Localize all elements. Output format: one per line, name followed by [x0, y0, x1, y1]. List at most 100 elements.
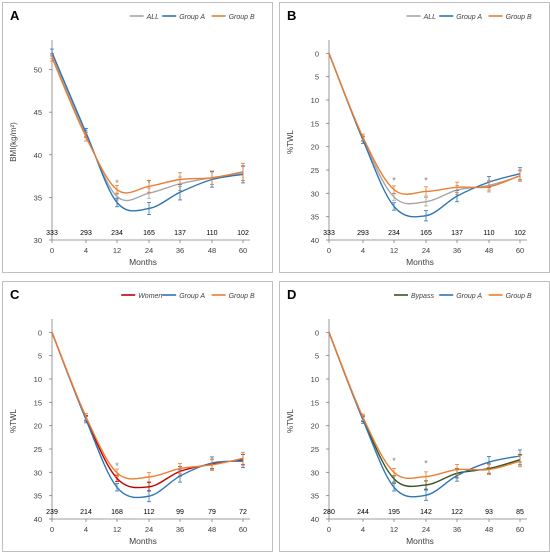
- sample-size-label: 165: [143, 230, 155, 237]
- error-bar-group-a: [424, 210, 428, 222]
- significance-marker: *: [392, 176, 396, 186]
- y-tick-label: 10: [34, 375, 42, 384]
- legend-label: Group A: [456, 14, 482, 21]
- x-tick-label: 12: [390, 246, 398, 255]
- legend-item-all: ALL: [406, 14, 437, 21]
- y-tick-label: 30: [311, 468, 319, 477]
- sample-size-label: 293: [357, 230, 369, 237]
- y-tick-label: 40: [34, 515, 42, 524]
- y-tick-label: 20: [34, 422, 42, 431]
- y-axis-label: %TWL: [9, 408, 18, 433]
- error-bar-group-b: [518, 455, 522, 468]
- error-bar-group-b: [241, 451, 245, 465]
- sample-size-label: 93: [485, 509, 493, 516]
- legend-item-group-a: Group A: [439, 14, 482, 21]
- legend-label: Women: [138, 293, 162, 300]
- error-bar-group-a: [147, 202, 151, 215]
- legend-item-group-b: Group B: [211, 293, 255, 300]
- error-bar-group-b: [455, 181, 459, 193]
- y-tick-label: 15: [311, 398, 319, 407]
- legend-item-group-b: Group B: [488, 14, 532, 21]
- panel-b: B 0 5 10 15 20 25 30 35 40 0 4 12 24 36 48 60 Months %TWL 3…: [279, 2, 550, 273]
- legend-label: Group B: [506, 14, 532, 21]
- legend-label: Group A: [179, 293, 205, 300]
- legend-item-all: ALL: [129, 14, 160, 21]
- error-bar-group-b: [210, 170, 214, 186]
- error-bar-group-b: [392, 185, 396, 194]
- x-axis-label: Months: [406, 257, 434, 267]
- legend-item-group-b: Group B: [211, 14, 255, 21]
- error-bar-group-b: [84, 132, 88, 142]
- y-tick-label: 25: [34, 445, 42, 454]
- error-bar-all: [392, 193, 396, 201]
- sample-size-label: 85: [516, 509, 524, 516]
- y-axis-label: BMI(kg/m²): [9, 122, 18, 162]
- panel-a: A 30 35 40 45 50 0 4 12 24 36 48 60 Months BMI(kg/m²) 3…: [2, 2, 273, 273]
- y-tick-label: 10: [311, 96, 319, 105]
- significance-marker: *: [115, 461, 119, 471]
- y-tick-label: 25: [311, 166, 319, 175]
- error-bar-group-b: [115, 185, 119, 195]
- x-axis-label: Months: [129, 536, 157, 546]
- error-bar-group-b: [487, 463, 491, 476]
- panel-frame: [279, 281, 550, 552]
- sample-size-label: 234: [111, 230, 123, 237]
- legend-item-group-b: Group B: [488, 293, 532, 300]
- sample-size-label: 122: [451, 509, 463, 516]
- x-tick-label: 24: [145, 246, 153, 255]
- y-tick-label: 15: [34, 398, 42, 407]
- sample-size-label: 72: [239, 509, 247, 516]
- sample-size-label: 195: [388, 509, 400, 516]
- sample-size-label: 280: [323, 509, 335, 516]
- error-bar-group-a: [147, 490, 151, 503]
- x-tick-label: 60: [516, 246, 524, 255]
- y-tick-label: 50: [34, 66, 42, 75]
- x-tick-label: 4: [361, 525, 365, 534]
- y-tick-label: 5: [315, 352, 319, 361]
- x-axis-label: Months: [129, 257, 157, 267]
- x-tick-label: 4: [84, 246, 88, 255]
- legend-label: ALL: [146, 14, 160, 21]
- x-tick-label: 12: [390, 525, 398, 534]
- x-tick-label: 0: [50, 525, 54, 534]
- significance-marker: *: [147, 178, 151, 188]
- sample-size-label: 79: [208, 509, 216, 516]
- x-tick-label: 12: [113, 525, 121, 534]
- y-tick-label: 20: [311, 422, 319, 431]
- error-bar-group-b: [241, 162, 245, 181]
- x-tick-label: 0: [327, 246, 331, 255]
- sample-size-label: 168: [111, 509, 123, 516]
- sample-size-label: 137: [451, 230, 463, 237]
- panel-letter: B: [287, 8, 296, 23]
- panel-letter: A: [10, 8, 20, 23]
- x-tick-label: 24: [422, 246, 430, 255]
- legend-item-group-a: Group A: [162, 14, 205, 21]
- significance-marker: *: [392, 456, 396, 466]
- y-tick-label: 15: [311, 119, 319, 128]
- legend-item-group-a: Group A: [439, 293, 482, 300]
- y-tick-label: 35: [311, 492, 319, 501]
- sample-size-label: 142: [420, 509, 432, 516]
- sample-size-label: 239: [46, 509, 58, 516]
- x-tick-label: 36: [453, 246, 461, 255]
- x-tick-label: 0: [327, 525, 331, 534]
- y-tick-label: 0: [315, 49, 319, 58]
- legend-label: Group B: [506, 293, 532, 300]
- sample-size-label: 112: [143, 509, 154, 516]
- legend-label: ALL: [423, 14, 437, 21]
- sample-size-label: 214: [80, 509, 92, 516]
- y-tick-label: 0: [38, 328, 42, 337]
- y-tick-label: 30: [34, 236, 42, 245]
- x-tick-label: 36: [176, 246, 184, 255]
- error-bar-group-b: [84, 413, 88, 421]
- error-bar-group-b: [392, 468, 396, 477]
- x-tick-label: 24: [422, 525, 430, 534]
- legend-item-group-a: Group A: [162, 293, 205, 300]
- legend-label: Group B: [229, 14, 255, 21]
- legend-label: Group A: [179, 14, 205, 21]
- legend-label: Group A: [456, 293, 482, 300]
- sample-size-label: 102: [514, 230, 526, 237]
- panel-letter: D: [287, 287, 296, 302]
- x-tick-label: 0: [50, 246, 54, 255]
